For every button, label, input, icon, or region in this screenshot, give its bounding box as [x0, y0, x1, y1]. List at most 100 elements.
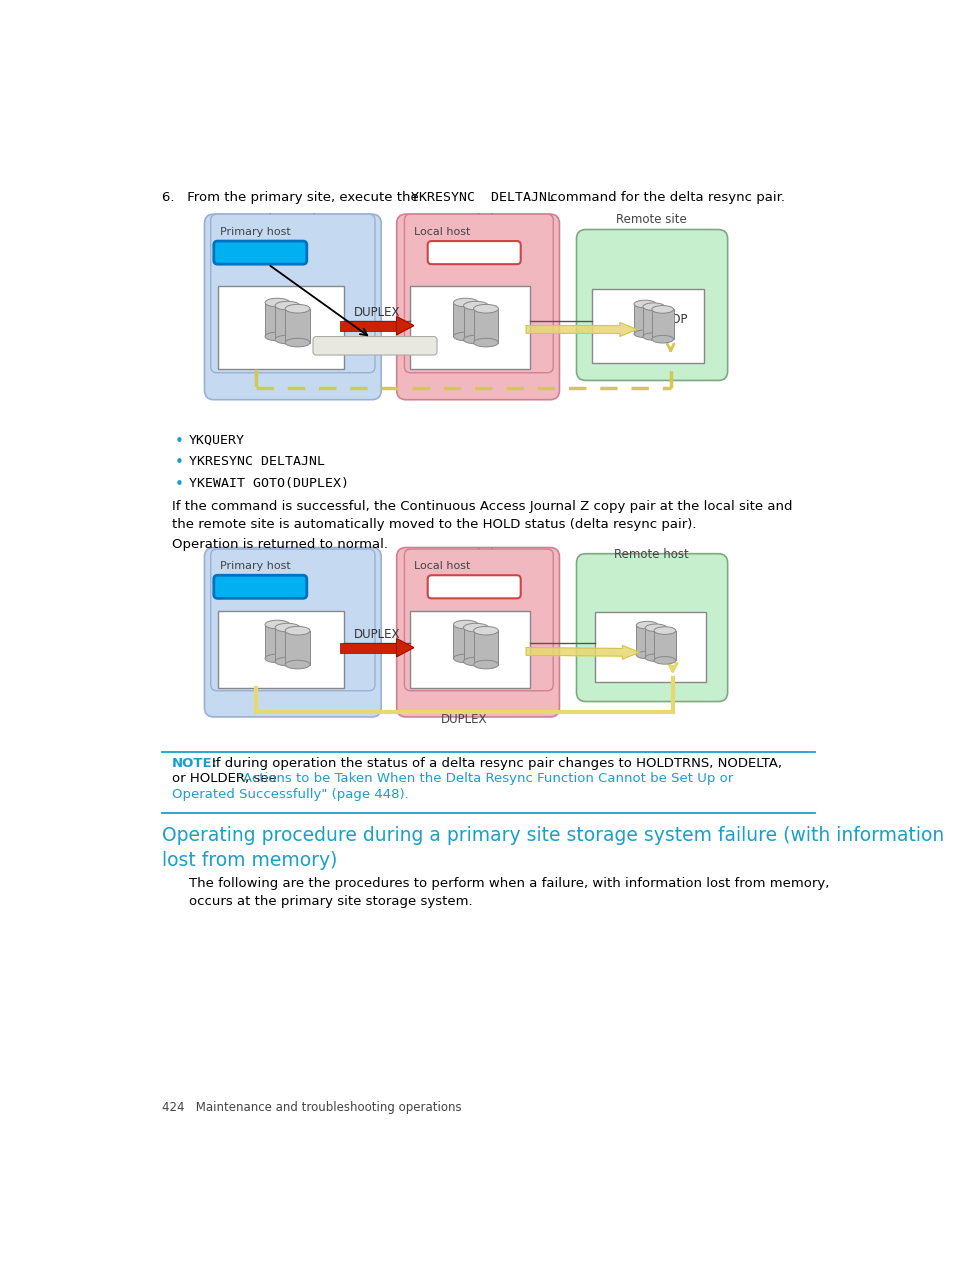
Text: or HOLDER, see: or HOLDER, see [172, 773, 280, 785]
Ellipse shape [453, 620, 477, 629]
Bar [453, 302, 477, 337]
Bar [410, 286, 530, 369]
Text: YKRESYNC  DELTAJNL: YKRESYNC DELTAJNL [410, 191, 554, 205]
Text: BC Manager: BC Manager [436, 581, 512, 594]
Bar [453, 624, 477, 658]
Ellipse shape [463, 336, 488, 344]
Text: "Actions to be Taken When the Delta Resync Function Cannot be Set Up or: "Actions to be Taken When the Delta Resy… [236, 773, 733, 785]
Text: If the command is successful, the Continuous Access Journal Z copy pair at the l: If the command is successful, the Contin… [172, 500, 792, 531]
Bar [644, 628, 666, 657]
FancyBboxPatch shape [576, 554, 727, 702]
FancyBboxPatch shape [576, 230, 727, 380]
FancyBboxPatch shape [204, 214, 381, 399]
Bar [218, 286, 344, 369]
Text: BC Manager: BC Manager [217, 581, 302, 594]
Bar [473, 630, 497, 665]
Text: •: • [174, 433, 184, 449]
Bar [473, 309, 497, 343]
FancyBboxPatch shape [211, 549, 375, 690]
Polygon shape [396, 638, 414, 657]
Bar [274, 305, 299, 339]
Ellipse shape [644, 624, 666, 632]
FancyBboxPatch shape [396, 214, 558, 399]
Ellipse shape [651, 336, 673, 343]
Ellipse shape [265, 620, 290, 629]
Text: Local site: Local site [450, 214, 505, 226]
Ellipse shape [654, 657, 675, 665]
Ellipse shape [463, 623, 488, 632]
Ellipse shape [642, 333, 664, 341]
Text: •: • [174, 455, 184, 470]
Text: YKQUERY: YKQUERY [189, 433, 245, 446]
Ellipse shape [634, 330, 655, 338]
Ellipse shape [636, 651, 658, 658]
Text: Remote host: Remote host [614, 548, 688, 561]
Bar [218, 610, 344, 688]
Bar [410, 610, 530, 688]
Text: Primary site: Primary site [257, 214, 328, 226]
Ellipse shape [634, 300, 655, 308]
Ellipse shape [265, 655, 290, 662]
Ellipse shape [651, 305, 673, 313]
Ellipse shape [636, 622, 658, 629]
Bar [285, 309, 310, 343]
Ellipse shape [265, 332, 290, 341]
Ellipse shape [274, 301, 299, 310]
Ellipse shape [654, 627, 675, 634]
Text: Primary host: Primary host [220, 562, 291, 572]
Text: YKRESYNC DELTAJNL: YKRESYNC DELTAJNL [317, 341, 432, 351]
Text: Remote site: Remote site [616, 214, 686, 226]
FancyBboxPatch shape [404, 214, 553, 372]
Ellipse shape [473, 338, 497, 347]
Bar [463, 305, 488, 339]
FancyBboxPatch shape [427, 241, 520, 264]
Text: BC Manager: BC Manager [217, 247, 302, 259]
Text: Local site: Local site [450, 548, 505, 561]
Bar [285, 630, 310, 665]
FancyBboxPatch shape [213, 576, 307, 599]
Text: 6.   From the primary site, execute the: 6. From the primary site, execute the [162, 191, 422, 205]
Ellipse shape [274, 657, 299, 666]
Ellipse shape [453, 299, 477, 306]
FancyBboxPatch shape [404, 549, 553, 690]
Ellipse shape [463, 657, 488, 666]
Ellipse shape [285, 627, 310, 636]
Text: BC Manager: BC Manager [436, 247, 512, 259]
Ellipse shape [453, 332, 477, 341]
Text: The following are the procedures to perform when a failure, with information los: The following are the procedures to perf… [189, 877, 828, 907]
Ellipse shape [463, 301, 488, 310]
Ellipse shape [453, 655, 477, 662]
Ellipse shape [473, 627, 497, 636]
Bar [265, 302, 290, 337]
Text: YKRESYNC DELTAJNL: YKRESYNC DELTAJNL [189, 455, 325, 468]
Ellipse shape [473, 304, 497, 313]
Text: 424   Maintenance and troubleshooting operations: 424 Maintenance and troubleshooting oper… [162, 1101, 461, 1115]
Text: Local host: Local host [414, 562, 470, 572]
Bar [592, 289, 703, 362]
Ellipse shape [644, 653, 666, 661]
Text: Local host: Local host [414, 228, 470, 238]
FancyBboxPatch shape [213, 241, 307, 264]
Ellipse shape [265, 299, 290, 306]
Text: Primary host: Primary host [220, 228, 291, 238]
FancyBboxPatch shape [211, 214, 375, 372]
Ellipse shape [642, 302, 664, 310]
Ellipse shape [473, 660, 497, 669]
Text: NOTE:: NOTE: [172, 758, 217, 770]
Text: HOLD: HOLD [642, 636, 677, 648]
Text: •: • [174, 477, 184, 492]
Polygon shape [396, 316, 414, 334]
Ellipse shape [285, 304, 310, 313]
Text: YKEWAIT GOTO(DUPLEX): YKEWAIT GOTO(DUPLEX) [189, 477, 349, 489]
Text: DUPLEX: DUPLEX [440, 713, 487, 726]
Bar [634, 304, 655, 334]
FancyBboxPatch shape [204, 548, 381, 717]
Text: Operation is returned to normal.: Operation is returned to normal. [172, 539, 388, 552]
Bar [463, 628, 488, 661]
FancyBboxPatch shape [313, 337, 436, 355]
FancyBboxPatch shape [427, 576, 520, 599]
Text: If during operation the status of a delta resync pair changes to HOLDTRNS, NODEL: If during operation the status of a delt… [212, 758, 781, 770]
Bar [651, 309, 673, 339]
Text: DUPLEX: DUPLEX [354, 306, 399, 319]
Bar [274, 628, 299, 661]
